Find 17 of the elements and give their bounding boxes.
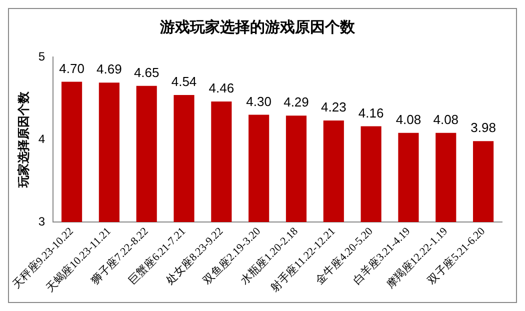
data-label: 4.08 (396, 112, 422, 127)
data-label: 4.70 (59, 60, 84, 76)
data-label: 4.30 (246, 94, 272, 109)
y-axis-title: 玩家选择原因个数 (16, 90, 30, 189)
data-label: 4.23 (320, 100, 346, 115)
y-tick-label: 4 (38, 132, 46, 146)
data-label: 4.29 (284, 94, 309, 110)
data-label: 4.16 (358, 105, 384, 120)
data-label: 4.08 (433, 112, 459, 127)
data-label: 4.69 (96, 62, 122, 77)
data-label: 4.65 (134, 64, 160, 80)
y-tick-label: 5 (38, 49, 46, 64)
data-label: 3.98 (470, 120, 496, 136)
data-label: 4.54 (171, 74, 197, 90)
y-tick-label: 3 (38, 214, 46, 228)
chart-title: 游戏玩家选择的游戏原因个数 (159, 18, 356, 36)
data-label: 4.46 (208, 80, 234, 96)
